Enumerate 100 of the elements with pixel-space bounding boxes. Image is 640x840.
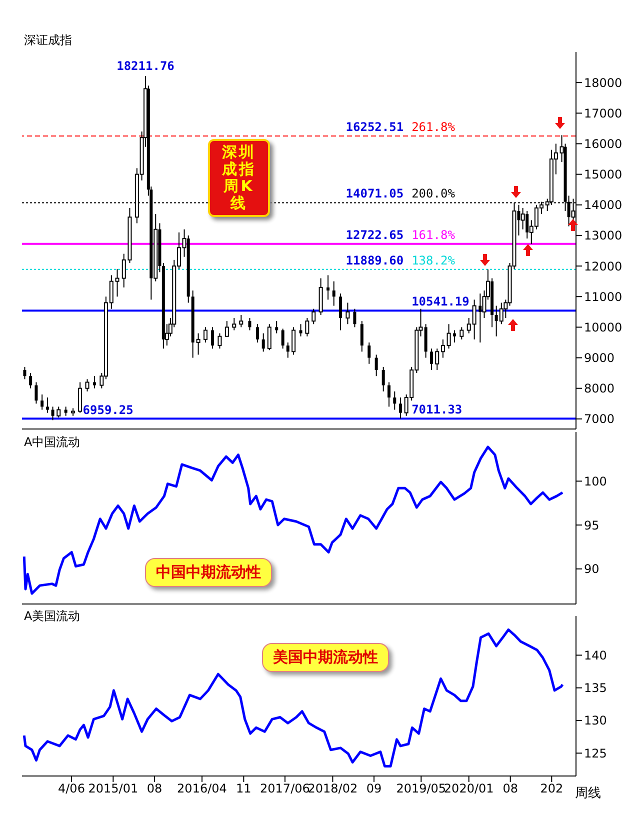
y-tick-label: 100 <box>584 474 607 488</box>
candlestick <box>374 354 378 377</box>
candlestick <box>393 390 396 410</box>
x-tick-label: 2020/01 <box>444 782 494 796</box>
x-tick-label: 2016/04 <box>177 782 227 796</box>
candlestick <box>256 324 260 343</box>
y-tick-label: 17000 <box>584 106 622 120</box>
annotation: 200.0% <box>412 186 456 201</box>
candlestick <box>248 318 252 331</box>
chart-title: A中国流动 <box>24 434 80 451</box>
y-tick-label: 15000 <box>584 168 622 182</box>
y-tick-label: 14000 <box>584 198 622 212</box>
candlestick <box>440 338 445 358</box>
candlestick <box>267 324 272 351</box>
candlestick <box>452 330 456 343</box>
candlestick <box>56 406 61 418</box>
candlestick <box>332 280 336 306</box>
candlestick <box>64 406 68 416</box>
x-tick-label: 202 <box>540 782 564 796</box>
candlestick <box>218 332 222 350</box>
candlestick <box>286 342 290 358</box>
y-tick-label: 140 <box>584 648 607 662</box>
ref-line-label: 11889.60 <box>346 253 404 268</box>
candlestick <box>292 326 296 356</box>
candlestick <box>499 302 504 325</box>
x-tick-label: 08 <box>502 782 518 796</box>
annotation: 161.8% <box>412 228 456 242</box>
candlestick <box>232 318 236 331</box>
annotation: 美国中期流动性 <box>262 643 389 672</box>
line-series <box>22 628 564 768</box>
x-tick-label: 09 <box>366 782 382 796</box>
candlestick <box>326 274 330 300</box>
x-tick-label: 11 <box>236 782 252 796</box>
x-tick-label: 4/06 <box>58 782 85 796</box>
candlestick <box>338 293 342 331</box>
y-tick-label: 10000 <box>584 320 622 334</box>
candlestick <box>115 268 120 298</box>
candlestick <box>23 366 26 380</box>
candlestick <box>305 318 310 337</box>
candlestick <box>299 324 302 337</box>
candlestick <box>281 328 284 350</box>
candlestick <box>387 382 390 408</box>
ref-line-label: 10541.19 <box>412 294 470 309</box>
y-tick-label: 95 <box>584 518 600 532</box>
y-tick-label: 9000 <box>584 351 615 366</box>
x-tick-label: 2015/01 <box>88 782 138 796</box>
candlestick <box>34 382 38 404</box>
candlestick <box>51 406 54 421</box>
y-tick-label: 125 <box>584 746 607 760</box>
x-tick-label: 2019/05 <box>396 782 446 796</box>
candlestick <box>312 308 316 325</box>
ref-line-label: 16252.51 <box>346 120 404 134</box>
candlestick <box>196 332 200 356</box>
y-tick-label: 11000 <box>584 290 622 304</box>
chart-title: 深证成指 <box>24 32 72 49</box>
candlestick <box>224 320 229 337</box>
candlestick <box>435 348 440 370</box>
candlestick <box>204 326 208 343</box>
candlestick <box>262 332 265 352</box>
annotation: 261.8% <box>412 120 456 134</box>
candlestick <box>239 314 244 328</box>
candlestick <box>353 308 356 328</box>
ref-line-label: 12722.65 <box>346 228 404 242</box>
annotation: 6959.25 <box>82 403 134 418</box>
candlestick <box>346 302 350 325</box>
candlestick <box>211 326 214 350</box>
candlestick <box>92 376 96 389</box>
y-tick-label: 18000 <box>584 76 622 90</box>
annotation: 18211.76 <box>116 59 174 74</box>
candlestick <box>382 366 385 392</box>
y-tick-label: 16000 <box>584 136 622 151</box>
y-tick-label: 90 <box>584 562 600 576</box>
y-tick-label: 13000 <box>584 228 622 243</box>
y-tick-label: 135 <box>584 681 607 696</box>
candlestick <box>446 324 451 350</box>
candlestick <box>40 394 44 410</box>
candlestick <box>275 320 278 334</box>
chart-title: A美国流动 <box>24 608 80 625</box>
annotation: 138.2% <box>412 253 456 268</box>
candlestick <box>46 397 50 414</box>
y-tick-label: 130 <box>584 714 607 728</box>
y-tick-label: 7000 <box>584 412 615 426</box>
ref-line-label: 7011.33 <box>412 402 462 417</box>
candlestick <box>78 382 82 414</box>
candlestick <box>85 378 90 392</box>
candlestick <box>360 320 364 352</box>
candlestick <box>29 372 32 389</box>
annotation: 中国中期流动性 <box>145 558 272 587</box>
y-tick-label: 12000 <box>584 259 622 274</box>
x-tick-label: 2017/06 <box>260 782 310 796</box>
line-series <box>22 446 564 595</box>
y-tick-label: 8000 <box>584 382 615 396</box>
text: 周线 <box>575 785 601 802</box>
candlestick <box>460 326 464 340</box>
x-tick-label: 2018/02 <box>308 782 358 796</box>
candlestick <box>430 348 433 370</box>
annotation: 深圳成指周K线 <box>208 139 270 217</box>
ref-line-label: 14071.05 <box>346 186 404 201</box>
x-tick-label: 08 <box>146 782 162 796</box>
candlestick <box>398 397 402 420</box>
